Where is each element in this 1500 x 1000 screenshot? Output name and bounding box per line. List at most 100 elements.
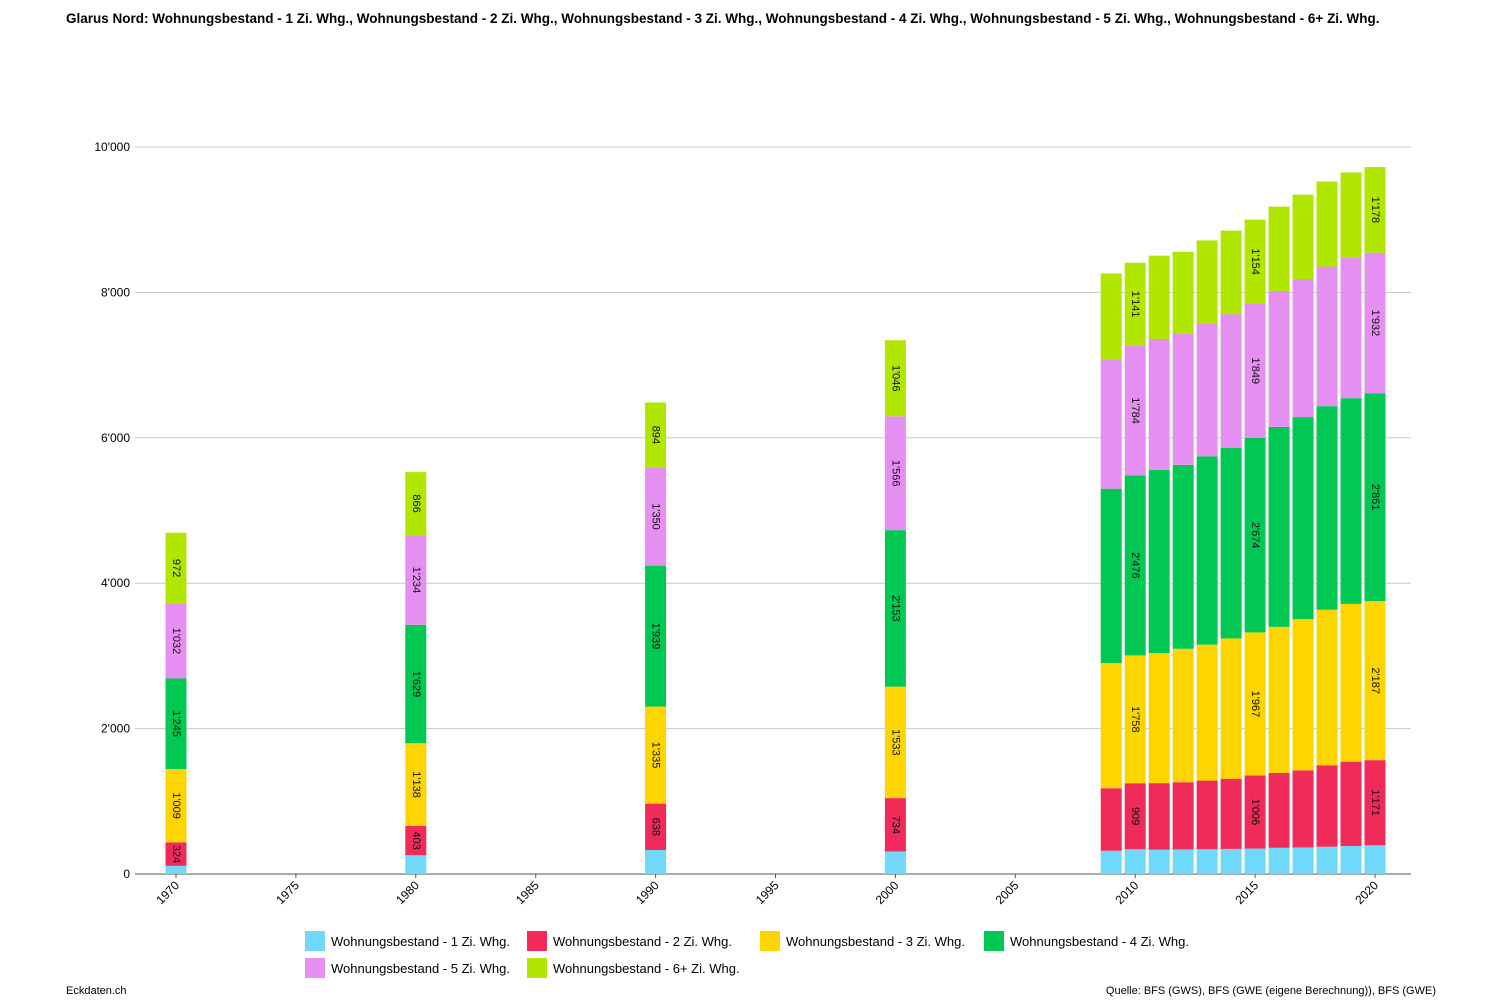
bar-segment bbox=[1340, 398, 1362, 604]
data-label: 1'932 bbox=[1369, 310, 1381, 337]
legend-label: Wohnungsbestand - 4 Zi. Whg. bbox=[1010, 933, 1189, 949]
bar-segment bbox=[1316, 266, 1338, 407]
bar-segment bbox=[1196, 323, 1218, 457]
bar-segment bbox=[1220, 314, 1242, 448]
data-label: 1'245 bbox=[170, 710, 182, 737]
bar-segment bbox=[1148, 849, 1170, 874]
bar-segment bbox=[1100, 850, 1122, 874]
x-tick-label: 2005 bbox=[993, 878, 1022, 907]
bar-segment bbox=[1220, 230, 1242, 315]
data-label: 894 bbox=[650, 426, 662, 444]
bar-segment bbox=[1124, 655, 1146, 784]
data-label: 1'629 bbox=[410, 671, 422, 698]
data-label: 1'350 bbox=[650, 503, 662, 530]
data-label: 1'234 bbox=[410, 567, 422, 594]
bar-segment bbox=[1292, 417, 1314, 620]
bar-segment bbox=[1196, 644, 1218, 781]
bar-segment bbox=[1196, 240, 1218, 324]
legend-item: Wohnungsbestand - 6+ Zi. Whg. bbox=[527, 958, 740, 978]
bar-segment bbox=[1244, 303, 1266, 439]
data-label: 1'967 bbox=[1249, 691, 1261, 718]
data-label: 1'758 bbox=[1129, 706, 1141, 733]
stacked-bar-chart: 0 2'000 4'000 6'000 8'000 10'000 1970 1975 1980 1… bbox=[94, 140, 1411, 907]
legend-item: Wohnungsbestand - 5 Zi. Whg. bbox=[305, 958, 510, 978]
bar-segment bbox=[1244, 775, 1266, 849]
x-tick-label: 1970 bbox=[153, 878, 182, 907]
x-tick-label: 1995 bbox=[753, 878, 782, 907]
bar-segment bbox=[1172, 849, 1194, 874]
bar-segment bbox=[1100, 663, 1122, 789]
bar-segment bbox=[405, 855, 427, 874]
bar-segment bbox=[1100, 360, 1122, 489]
bar-segment bbox=[1196, 849, 1218, 874]
bar-segment bbox=[1220, 778, 1242, 849]
legend-label: Wohnungsbestand - 6+ Zi. Whg. bbox=[553, 960, 740, 976]
bar-segment bbox=[1124, 475, 1146, 656]
bar-segment bbox=[1268, 847, 1290, 874]
bar-segment bbox=[1100, 488, 1122, 664]
bar-segment bbox=[1364, 167, 1386, 253]
bar-segment bbox=[1340, 761, 1362, 847]
brand-label: Eckdaten.ch bbox=[66, 985, 127, 997]
bar-segment bbox=[1172, 464, 1194, 649]
bar-segment bbox=[1292, 619, 1314, 771]
bar-segment bbox=[884, 686, 906, 799]
data-label: 1'006 bbox=[1249, 799, 1261, 826]
bar-segment bbox=[405, 825, 427, 856]
bar-segment bbox=[405, 624, 427, 744]
bar-segment bbox=[884, 340, 906, 417]
legend-swatch bbox=[305, 931, 325, 951]
bar-segment bbox=[1316, 765, 1338, 847]
legend-label: Wohnungsbestand - 5 Zi. Whg. bbox=[331, 960, 510, 976]
bar-segment bbox=[1244, 848, 1266, 874]
bar-segment bbox=[884, 851, 906, 874]
data-label: 1'335 bbox=[650, 742, 662, 769]
bar-segment bbox=[405, 472, 427, 536]
bar-segment bbox=[1148, 338, 1170, 470]
bar-segment bbox=[1148, 255, 1170, 339]
data-label: 972 bbox=[170, 559, 182, 577]
bar-segment bbox=[1124, 262, 1146, 346]
bar-segment bbox=[645, 402, 667, 468]
data-label: 909 bbox=[1129, 807, 1141, 825]
data-label: 734 bbox=[889, 816, 901, 834]
legend-swatch bbox=[305, 958, 325, 978]
x-tick-label: 1985 bbox=[513, 878, 542, 907]
bar-segment bbox=[645, 565, 667, 707]
bar-segment bbox=[1100, 788, 1122, 851]
data-label: 1'141 bbox=[1129, 291, 1141, 318]
bar-segment bbox=[1316, 609, 1338, 766]
bar-segment bbox=[1124, 783, 1146, 850]
bar-segment bbox=[1244, 632, 1266, 776]
bar-segment bbox=[1148, 783, 1170, 850]
bar-segment bbox=[1316, 846, 1338, 874]
data-label: 1'566 bbox=[889, 460, 901, 487]
bar-segment bbox=[1364, 393, 1386, 602]
y-tick-label: 4'000 bbox=[101, 576, 130, 590]
bar-segment bbox=[1148, 652, 1170, 784]
bar-segment bbox=[1268, 206, 1290, 291]
bar-segment bbox=[1172, 782, 1194, 850]
legend-swatch bbox=[527, 931, 547, 951]
bar-segment bbox=[645, 850, 667, 874]
data-label: 1'032 bbox=[170, 628, 182, 655]
bar-segment bbox=[1364, 760, 1386, 846]
data-label: 1'939 bbox=[650, 623, 662, 650]
bar-segment bbox=[1100, 273, 1122, 361]
bar-segment bbox=[884, 798, 906, 852]
data-label: 1'784 bbox=[1129, 397, 1141, 424]
bar-segment bbox=[1340, 257, 1362, 399]
bar-segment bbox=[405, 535, 427, 625]
bar-segment bbox=[1364, 601, 1386, 761]
bar-segment bbox=[1244, 438, 1266, 633]
legend-item: Wohnungsbestand - 1 Zi. Whg. bbox=[305, 931, 510, 951]
bar-segment bbox=[405, 743, 427, 826]
bar-segment bbox=[1364, 845, 1386, 874]
bar-segment bbox=[645, 706, 667, 804]
legend-item: Wohnungsbestand - 4 Zi. Whg. bbox=[984, 931, 1189, 951]
bar-segment bbox=[165, 678, 187, 769]
bar-segment bbox=[1172, 648, 1194, 783]
bar-segment bbox=[1220, 447, 1242, 639]
bar-segment bbox=[645, 467, 667, 566]
bar-segment bbox=[1292, 770, 1314, 848]
